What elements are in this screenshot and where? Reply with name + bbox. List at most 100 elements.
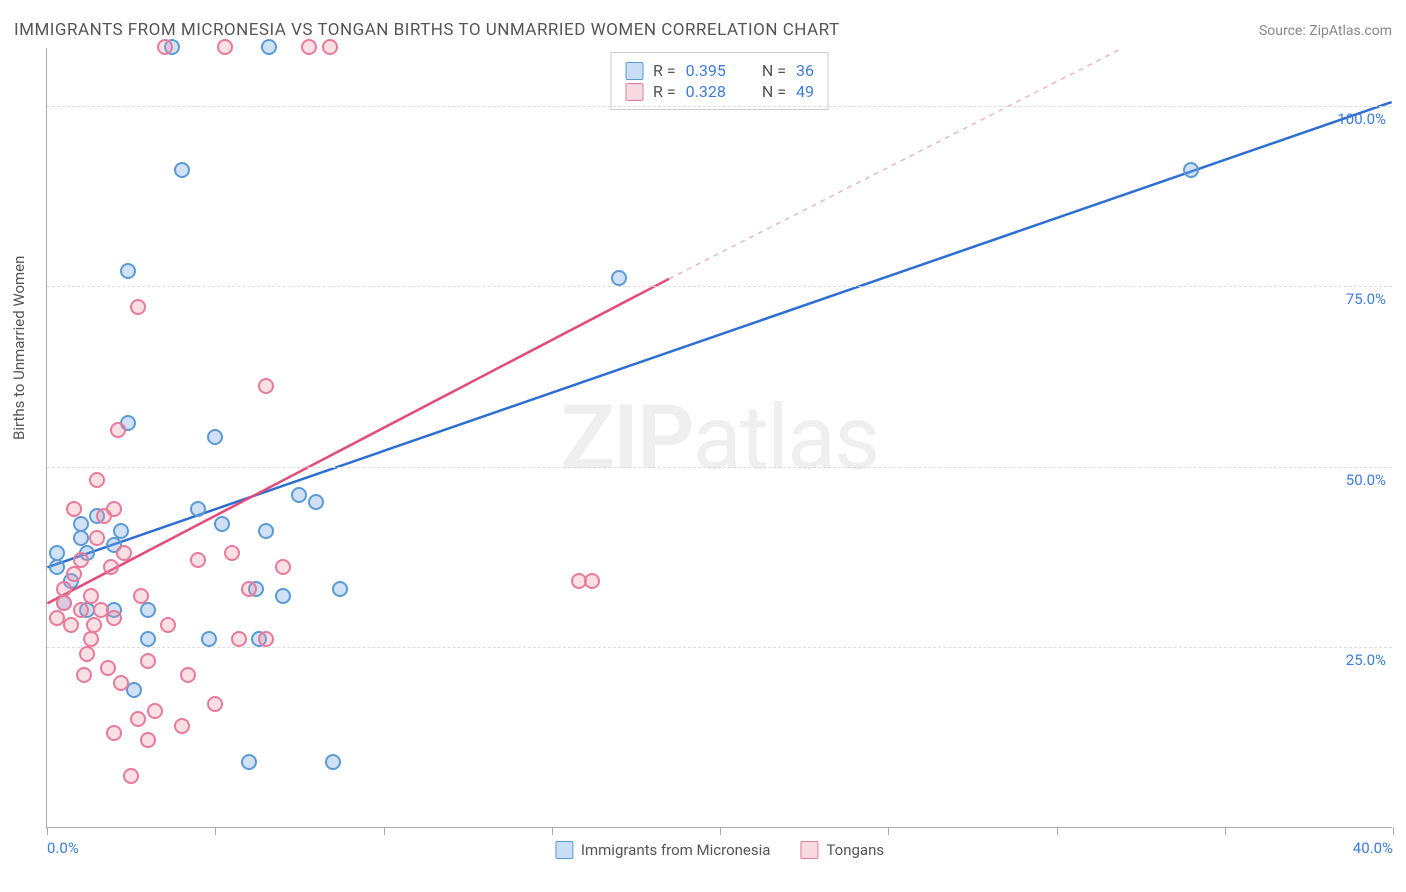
data-point <box>73 602 89 618</box>
data-point <box>89 530 105 546</box>
series-legend: Immigrants from Micronesia Tongans <box>555 841 884 859</box>
data-point <box>217 39 233 55</box>
data-point <box>214 516 230 532</box>
data-point <box>174 162 190 178</box>
data-point <box>231 631 247 647</box>
data-point <box>56 595 72 611</box>
data-point <box>113 675 129 691</box>
data-point <box>83 588 99 604</box>
x-tick <box>1225 827 1226 835</box>
data-point <box>100 660 116 676</box>
x-tick <box>215 827 216 835</box>
r-value: 0.328 <box>686 82 726 101</box>
data-point <box>180 667 196 683</box>
data-point <box>126 682 142 698</box>
n-value: 36 <box>796 61 814 80</box>
y-tick-label: 100.0% <box>1337 110 1386 128</box>
data-point <box>301 39 317 55</box>
data-point <box>140 631 156 647</box>
data-point <box>116 545 132 561</box>
x-tick <box>552 827 553 835</box>
legend-swatch-icon <box>625 62 643 80</box>
data-point <box>83 631 99 647</box>
legend-row: R = 0.328 N = 49 <box>625 82 814 101</box>
data-point <box>147 703 163 719</box>
data-point <box>106 725 122 741</box>
legend-label: Immigrants from Micronesia <box>581 841 771 859</box>
data-point <box>76 667 92 683</box>
data-point <box>201 631 217 647</box>
data-point <box>140 602 156 618</box>
data-point <box>291 487 307 503</box>
legend-swatch-icon <box>555 841 573 859</box>
legend-swatch-icon <box>625 83 643 101</box>
x-tick <box>1393 827 1394 835</box>
data-point <box>332 581 348 597</box>
x-tick <box>47 827 48 835</box>
legend-label: Tongans <box>826 841 884 859</box>
data-point <box>66 566 82 582</box>
data-point <box>110 422 126 438</box>
data-point <box>275 588 291 604</box>
gridline <box>47 467 1392 468</box>
data-point <box>93 602 109 618</box>
data-point <box>207 429 223 445</box>
data-point <box>258 378 274 394</box>
chart-title: IMMIGRANTS FROM MICRONESIA VS TONGAN BIR… <box>14 20 840 40</box>
scatter-plot: ZIPatlas R = 0.395 N = 36 R = 0.328 N = … <box>46 48 1392 828</box>
x-tick <box>888 827 889 835</box>
data-point <box>160 617 176 633</box>
legend-row: R = 0.395 N = 36 <box>625 61 814 80</box>
data-point <box>106 501 122 517</box>
n-label: N = <box>762 82 786 101</box>
data-point <box>63 617 79 633</box>
correlation-legend: R = 0.395 N = 36 R = 0.328 N = 49 <box>610 52 829 110</box>
y-tick-label: 25.0% <box>1346 651 1386 669</box>
data-point <box>56 581 72 597</box>
data-point <box>190 501 206 517</box>
x-tick-label: 40.0% <box>1353 839 1393 857</box>
data-point <box>174 718 190 734</box>
data-point <box>133 588 149 604</box>
data-point <box>207 696 223 712</box>
data-point <box>261 39 277 55</box>
data-point <box>120 263 136 279</box>
data-point <box>190 552 206 568</box>
data-point <box>258 523 274 539</box>
gridline <box>47 286 1392 287</box>
data-point <box>73 552 89 568</box>
y-tick-label: 50.0% <box>1346 471 1386 489</box>
r-label: R = <box>653 61 676 80</box>
n-label: N = <box>762 61 786 80</box>
data-point <box>584 573 600 589</box>
data-point <box>49 559 65 575</box>
data-point <box>275 559 291 575</box>
gridline <box>47 106 1392 107</box>
data-point <box>241 581 257 597</box>
data-point <box>123 768 139 784</box>
data-point <box>49 545 65 561</box>
data-point <box>73 516 89 532</box>
data-point <box>140 653 156 669</box>
data-point <box>106 610 122 626</box>
x-tick <box>1057 827 1058 835</box>
data-point <box>79 646 95 662</box>
data-point <box>241 754 257 770</box>
data-point <box>130 711 146 727</box>
y-tick-label: 75.0% <box>1346 290 1386 308</box>
r-label: R = <box>653 82 676 101</box>
r-value: 0.395 <box>686 61 726 80</box>
data-point <box>113 523 129 539</box>
data-point <box>66 501 82 517</box>
legend-item: Immigrants from Micronesia <box>555 841 771 859</box>
data-point <box>89 472 105 488</box>
regression-line <box>47 279 669 604</box>
x-tick <box>384 827 385 835</box>
data-point <box>325 754 341 770</box>
data-point <box>308 494 324 510</box>
data-point <box>157 39 173 55</box>
data-point <box>258 631 274 647</box>
data-point <box>1183 162 1199 178</box>
source-label: Source: ZipAtlas.com <box>1259 23 1392 39</box>
data-point <box>224 545 240 561</box>
